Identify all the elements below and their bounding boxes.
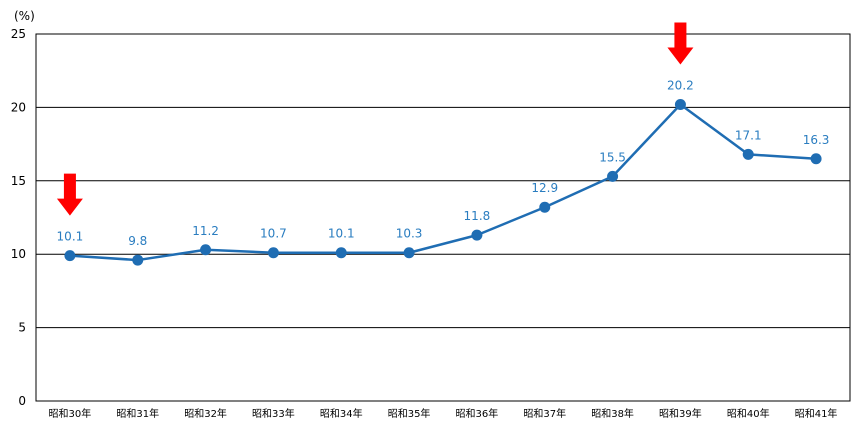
x-tick-label: 昭和39年 [659,407,702,420]
data-point [132,254,144,266]
plot-area-frame [35,33,851,402]
x-tick-label: 昭和33年 [252,407,295,420]
data-point [403,247,415,259]
data-label: 16.3 [803,133,830,147]
data-point [267,247,279,259]
y-tick-label: 0 [18,394,26,408]
data-point [335,247,347,259]
x-tick-label: 昭和30年 [49,407,92,420]
data-label: 10.1 [328,227,355,241]
data-label: 9.8 [128,234,147,248]
y-tick-label: 20 [11,100,26,114]
series-line [69,103,817,262]
data-labels: 10.1 9.8 11.2 10.7 10.1 10.3 11.8 12.9 15.5 20.2 1… [57,78,830,248]
y-axis-ticks: 0 5 10 15 20 25 [11,27,26,408]
data-label: 10.3 [396,227,423,241]
data-point [539,201,551,213]
data-label: 20.2 [667,78,694,92]
data-point [810,153,822,165]
y-tick-label: 15 [11,174,26,188]
data-label: 11.2 [192,224,219,238]
x-tick-label: 昭和32年 [184,407,227,420]
x-tick-label: 昭和37年 [523,407,566,420]
data-point [742,148,754,160]
data-point [607,170,619,182]
data-label: 10.1 [57,230,84,244]
x-tick-label: 昭和31年 [116,407,159,420]
arrow-down-icon [667,22,694,65]
arrow-down-icon [56,173,83,216]
x-tick-label: 昭和36年 [456,407,499,420]
x-tick-label: 昭和38年 [591,407,634,420]
y-axis-unit-label: (%) [14,9,35,23]
y-tick-label: 5 [18,321,26,335]
data-point [200,244,212,256]
x-axis-ticks: 昭和30年 昭和31年 昭和32年 昭和33年 昭和34年 昭和35年 昭和36年 昭和37年… [49,407,838,420]
annotation-arrows [56,22,694,216]
y-tick-label: 25 [11,27,26,41]
x-tick-label: 昭和41年 [795,407,838,420]
data-label: 10.7 [260,227,287,241]
data-point [471,229,483,241]
data-label: 15.5 [599,150,626,164]
y-tick-label: 10 [11,247,26,261]
data-label: 11.8 [464,209,491,223]
x-tick-label: 昭和35年 [388,407,431,420]
data-points [64,98,822,266]
data-point [64,250,76,262]
data-label: 17.1 [735,128,762,142]
x-tick-label: 昭和40年 [727,407,770,420]
data-label: 12.9 [531,181,558,195]
data-point [674,98,686,110]
x-tick-label: 昭和34年 [320,407,363,420]
